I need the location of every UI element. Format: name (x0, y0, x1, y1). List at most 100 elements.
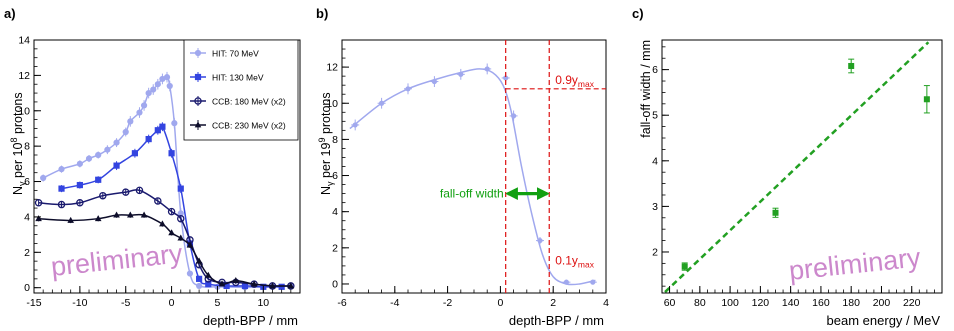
panel-a-ylabel: Nγ per 108 protons (9, 92, 27, 195)
panel-c-point (848, 62, 855, 69)
panel-b-ytick-label: 10 (326, 98, 338, 110)
panel-a-frame (33, 39, 301, 294)
panel-a-point (131, 150, 138, 157)
panel-b-ytick-label: 0 (332, 278, 338, 290)
panel-c-watermark: preliminary (787, 242, 922, 286)
panel-a-point (232, 277, 240, 284)
panel-a-ytick-label: 2 (24, 247, 30, 259)
panel-b-ytick-label: 4 (332, 206, 338, 218)
panel-a-point (150, 86, 157, 93)
panel-a-point (205, 281, 212, 288)
panel-c-point (772, 209, 779, 216)
panel-c-ytick-label: 5 (652, 110, 658, 122)
panel-a-point (163, 74, 171, 81)
panel-a-legend: HIT: 70 MeV HIT: 130 MeV CCB: 180 MeV (x2)… (183, 39, 299, 141)
panel-a-point (94, 215, 102, 222)
panel-c-xtick-label: 120 (752, 297, 770, 309)
panel-a-point (76, 199, 84, 207)
panel-a-point (127, 118, 134, 125)
panel-a-xtick-label: 5 (215, 297, 221, 309)
panel-a-xtick-label: -5 (121, 297, 130, 309)
panel-b-label: b) (316, 6, 328, 21)
panel-a-point (196, 282, 203, 290)
panel-a-ytick-label: 12 (18, 70, 30, 82)
panel-a-point (145, 89, 152, 97)
panel-c-xtick-label: 180 (842, 297, 860, 309)
panel-a-point (85, 155, 93, 162)
panel-a-point (121, 188, 130, 196)
panel-a-point (269, 282, 276, 289)
panel-a-point (35, 215, 42, 222)
legend-swatch-marker (194, 49, 202, 57)
panel-b-point (379, 100, 385, 106)
panel-a-point (196, 275, 203, 282)
panel-a-point (177, 185, 184, 192)
panel-a-ytick-label: 4 (24, 211, 30, 223)
panel-c-ytick-label: 3 (652, 201, 658, 213)
panel-a: a) -15 -10 -5 0 5 10 0 2 4 6 8 10 12 14 depth-BPP / m… (4, 6, 301, 328)
panel-a-point (186, 270, 194, 277)
panel-a-point (166, 82, 173, 90)
panel-a-point (154, 197, 162, 205)
panel-a-point (95, 176, 102, 183)
panel-b-point (537, 237, 543, 244)
panel-a-axes: -15 -10 -5 0 5 10 0 2 4 6 8 10 12 14 (18, 35, 301, 309)
panel-a-ytick-label: 10 (18, 105, 30, 117)
panel-a-point (171, 120, 178, 127)
panel-c-xlabel: beam energy / MeV (827, 313, 941, 328)
panel-b-point (484, 66, 490, 72)
panel-b-xtick-label: -4 (390, 297, 399, 309)
panel-b-xlabel: depth-BPP / mm (509, 313, 604, 328)
panel-a-point (95, 151, 102, 159)
panel-b-point (590, 279, 596, 285)
panel-b-point (503, 75, 509, 81)
panel-a-watermark: preliminary (49, 238, 184, 282)
panel-a-point (195, 257, 203, 264)
panel-a-xtick-label: 10 (257, 297, 269, 309)
panel-a-xtick-label: -15 (26, 297, 41, 309)
panel-a-point (186, 241, 194, 248)
panel-c-point (681, 263, 688, 270)
panel-a-point (58, 166, 65, 173)
panel-a-point (58, 185, 65, 192)
panel-b-axes: -6 -4 -2 0 2 4 0 2 4 6 8 10 12 (326, 39, 609, 309)
panel-a-ytick-label: 0 (24, 282, 30, 294)
panel-a-ytick-label: 14 (18, 35, 30, 47)
panel-a-point (250, 280, 258, 287)
panel-c-xtick-label: 220 (903, 297, 921, 309)
legend-swatch-marker (194, 97, 202, 105)
panel-a-point (145, 135, 152, 143)
panel-b-point (510, 113, 517, 119)
panel-c-fit-line (664, 41, 930, 293)
panel-b-point (458, 71, 464, 77)
panel-c-ytick-label: 2 (652, 246, 658, 258)
panel-a-point (76, 181, 83, 189)
panel-a-point (76, 160, 83, 167)
panel-c-ytick-label: 4 (652, 155, 658, 167)
panel-c-xtick-label: 80 (694, 297, 706, 309)
panel-a-point (204, 271, 212, 278)
panel-c-xtick-label: 60 (664, 297, 676, 309)
panel-b: b) -6 -4 -2 0 2 4 0 2 4 6 8 10 12 depth-BPP / mm Nγ … (316, 6, 609, 328)
panel-a-point (168, 229, 175, 236)
legend-entry: HIT: 70 MeV (212, 49, 259, 59)
falloff-width-label: fall-off width (440, 187, 504, 201)
panel-b-ytick-label: 6 (332, 170, 338, 182)
panel-a-point (113, 162, 120, 169)
panel-b-point (352, 122, 358, 128)
panel-a-point (136, 109, 143, 116)
panel-a-xtick-label: -10 (72, 297, 87, 309)
panel-a-xlabel: depth-BPP / mm (203, 313, 298, 328)
panel-a-point (99, 191, 107, 200)
panel-c-xtick-label: 200 (873, 297, 891, 309)
panel-a-ytick-label: 8 (24, 141, 30, 153)
panel-a-point (159, 123, 166, 130)
panel-a-ytick-label: 6 (24, 176, 30, 188)
panel-c-plot-area (664, 41, 930, 293)
panel-a-point (67, 216, 74, 223)
panel-b-annotations (505, 40, 606, 293)
panel-c-label: c) (632, 6, 644, 21)
panel-a-point (287, 282, 295, 289)
panel-a-point (122, 128, 129, 136)
panel-a-point (113, 139, 120, 146)
